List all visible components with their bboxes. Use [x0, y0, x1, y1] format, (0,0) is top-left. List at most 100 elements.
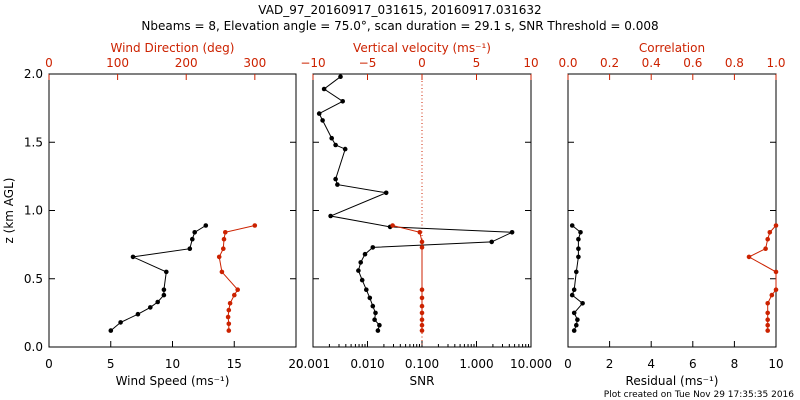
y-tick-label: 2.0: [24, 67, 43, 81]
bottom-axis-data-point: [203, 223, 209, 228]
top-tick-label: 10: [523, 56, 538, 70]
top-axis-data-point: [767, 230, 773, 235]
bottom-tick-label: 10: [768, 357, 783, 371]
top-axis-data-point: [226, 328, 232, 333]
top-tick-label: 200: [175, 56, 198, 70]
bottom-axis-data-point: [358, 260, 364, 265]
bottom-axis-data-point: [375, 328, 381, 333]
top-axis-data-point: [417, 230, 423, 235]
plot-footer: Plot created on Tue Nov 29 17:35:35 2016: [604, 390, 794, 400]
panel-residual-correlation: 0 2 4 6 8 10 Residual (ms⁻¹) 0.0 0.2 0.4 0.6 0.8 1.0…: [558, 41, 785, 388]
top-axis-data-point: [221, 246, 226, 251]
y-tick-label: 0.0: [24, 340, 43, 354]
y-tick-label: 0.5: [24, 272, 43, 286]
bottom-axis-data-point: [373, 310, 378, 316]
bottom-axis-data-point: [329, 135, 335, 141]
bottom-tick-label: 0.100: [405, 357, 439, 371]
bottom-axis-data-point: [342, 146, 348, 152]
bottom-axis-data-point: [578, 230, 583, 235]
y-tick-label: 1.0: [24, 204, 43, 218]
top-axis-data-point: [765, 310, 770, 316]
bottom-axis-data-point: [333, 176, 338, 182]
bottom-axis-data-point: [164, 269, 169, 275]
top-axis-data-point: [773, 287, 779, 293]
top-axis-data-point: [232, 292, 237, 298]
bottom-axis-data-point: [367, 295, 373, 301]
top-axis-data-point: [390, 223, 395, 228]
y-tick-label: 1.5: [24, 135, 43, 149]
top-axis-data-point: [419, 310, 425, 316]
top-axis-data-point: [769, 292, 775, 298]
top-axis-data-point: [773, 269, 779, 275]
top-axis-data-point: [216, 254, 222, 260]
bottom-axis-data-point: [359, 277, 365, 283]
bottom-axis-data-point: [118, 320, 123, 325]
top-tick-label: −10: [300, 56, 325, 70]
top-axis-data-point: [221, 236, 227, 242]
bottom-axis-data-point: [135, 311, 141, 317]
bottom-axis-data-point: [574, 269, 579, 275]
bottom-axis-data-point: [383, 190, 389, 196]
title-line1: VAD_97_20160917_031615, 20160917.031632: [258, 3, 541, 17]
top-tick-label: 0.0: [558, 56, 577, 70]
top-axis-data-point: [419, 245, 425, 250]
top-tick-label: 1.0: [766, 56, 785, 70]
top-axis-data-point: [226, 307, 232, 313]
top-tick-label: 0.2: [600, 56, 619, 70]
bottom-axis-data-point: [161, 287, 167, 293]
bottom-tick-label: 15: [227, 357, 242, 371]
bottom-axis-data-point: [372, 317, 377, 323]
top-tick-label: 0.6: [683, 56, 702, 70]
bottom-axis-data-point: [580, 301, 585, 306]
top-axis-series-line: [747, 225, 777, 331]
bottom-axis-label: Wind Speed (ms⁻¹): [116, 374, 230, 388]
bottom-axis-data-point: [321, 86, 327, 92]
top-axis-data-point: [419, 287, 425, 293]
bottom-axis-data-point: [377, 322, 382, 328]
top-axis-series-line: [392, 225, 423, 331]
bottom-axis-data-point: [320, 118, 325, 123]
bottom-axis-data-point: [130, 254, 136, 260]
bottom-axis-data-point: [338, 74, 343, 79]
top-tick-label: 0.8: [725, 56, 744, 70]
top-axis-data-point: [419, 322, 425, 328]
top-axis-data-point: [746, 254, 752, 260]
bottom-axis-data-point: [161, 292, 167, 298]
title-line2: Nbeams = 8, Elevation angle = 75.0°, sca…: [141, 19, 658, 33]
bottom-axis-data-point: [571, 287, 577, 293]
bottom-tick-label: 5: [107, 357, 115, 371]
bottom-axis-data-point: [328, 213, 333, 219]
top-axis-data-point: [765, 328, 770, 333]
top-tick-label: 0: [418, 56, 426, 70]
top-axis-data-point: [252, 223, 258, 228]
bottom-axis-data-point: [571, 310, 577, 316]
bottom-axis-label: Residual (ms⁻¹): [626, 374, 719, 388]
top-axis-data-point: [419, 303, 425, 309]
top-axis-data-point: [419, 295, 425, 301]
bottom-tick-label: 6: [689, 357, 697, 371]
bottom-axis-data-point: [364, 287, 369, 293]
bottom-axis-data-point: [576, 246, 581, 251]
bottom-axis-label: SNR: [410, 374, 435, 388]
top-axis-data-point: [765, 317, 770, 323]
top-tick-label: 0.4: [642, 56, 661, 70]
bottom-axis-data-point: [148, 305, 153, 310]
bottom-axis-data-point: [356, 268, 361, 273]
bottom-axis-data-point: [370, 245, 376, 250]
top-axis-data-point: [765, 301, 770, 306]
bottom-axis-data-point: [190, 236, 195, 242]
bottom-axis-data-point: [569, 292, 575, 298]
bottom-axis-data-point: [155, 299, 160, 305]
bottom-axis-data-point: [509, 230, 515, 235]
top-axis-data-point: [235, 287, 240, 293]
bottom-axis-data-point: [571, 328, 577, 333]
bottom-tick-label: 8: [731, 357, 739, 371]
plot-frame: [48, 73, 297, 348]
bottom-tick-label: 0: [45, 357, 53, 371]
bottom-axis-data-point: [333, 142, 338, 148]
bottom-axis-data-point: [187, 246, 193, 251]
top-axis-label: Vertical velocity (ms⁻¹): [353, 41, 491, 55]
plot-frame: [567, 73, 777, 348]
top-tick-label: −5: [359, 56, 377, 70]
